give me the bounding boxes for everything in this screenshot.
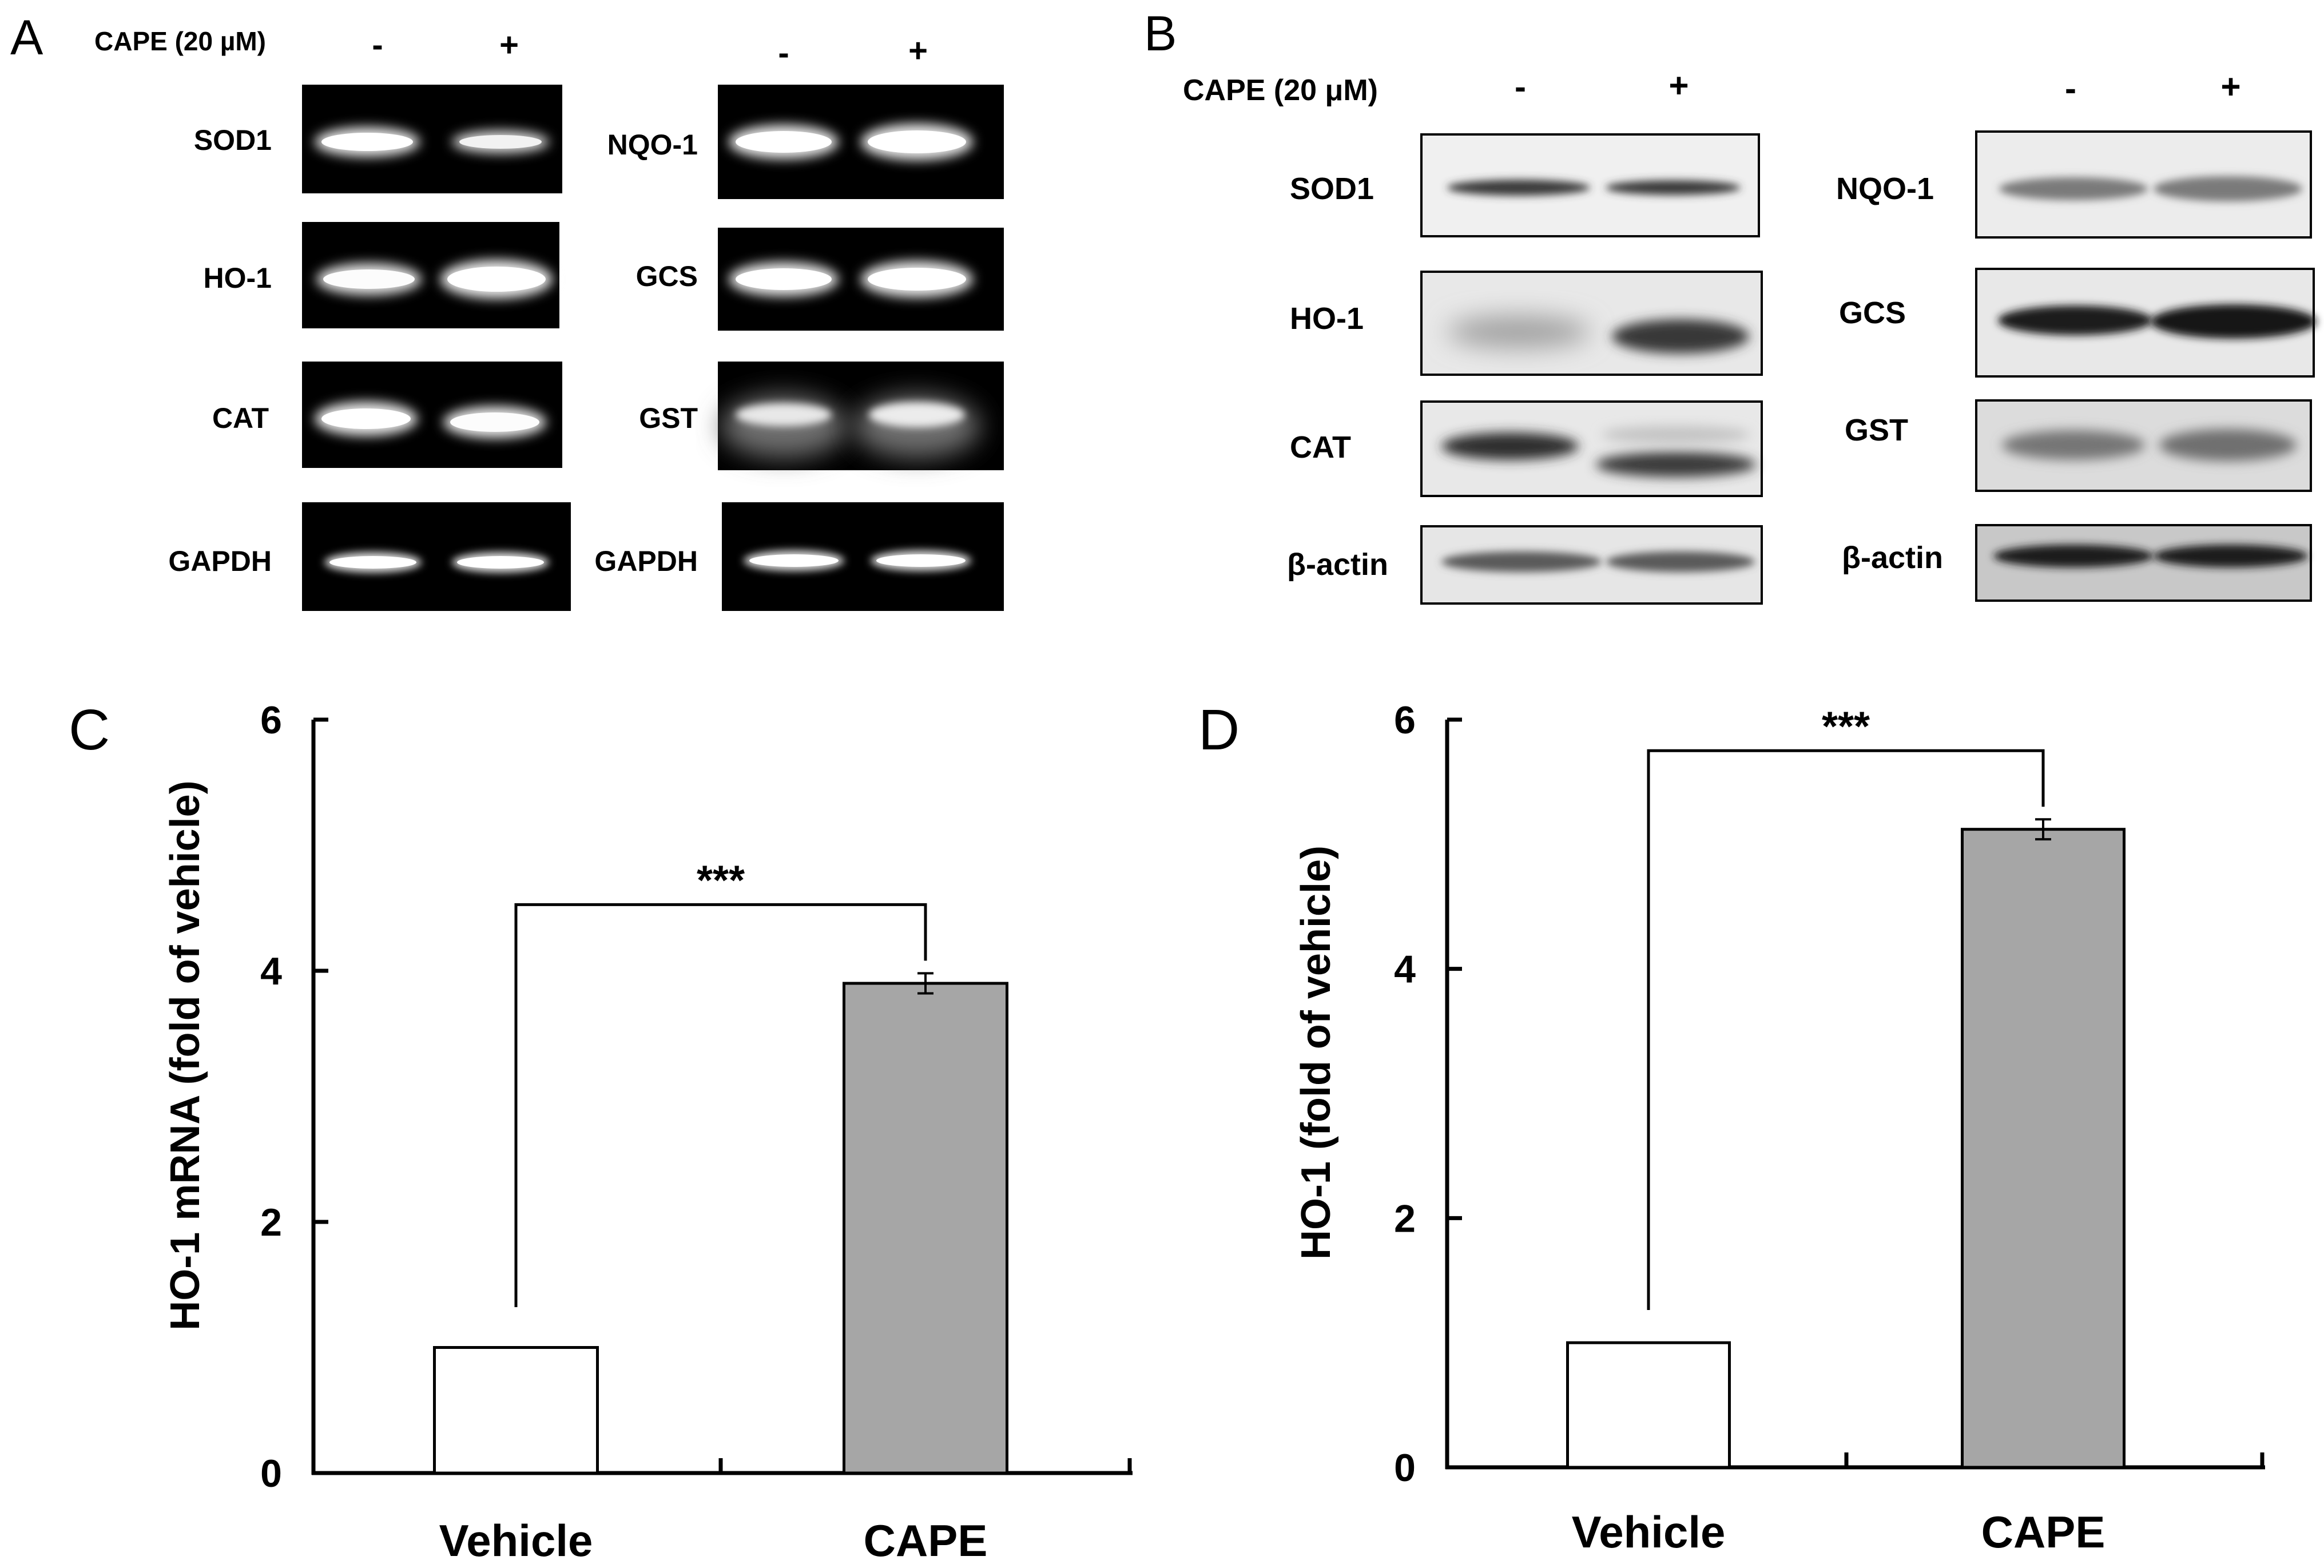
y-tick-label: 4: [260, 950, 282, 993]
blot-sod1: [1420, 133, 1760, 237]
blot-gcs: [1975, 268, 2317, 378]
gel-gapdh-a-right: [722, 502, 1004, 611]
gel-label-sod1: SOD1: [194, 124, 272, 156]
bar-vehicle: [1566, 1341, 1731, 1469]
y-tick-label: 4: [1394, 948, 1416, 991]
panel-c-x-ticks: Vehicle CAPE: [439, 1458, 1132, 1566]
blot-bactin-right: [1975, 524, 2312, 602]
blot-label-bactin-right: β-actin: [1842, 541, 1943, 575]
blot-label-gcs: GCS: [1839, 296, 1906, 330]
panel-c-plot: 0 2 4 6 Vehicle CAPE ***: [260, 698, 1133, 1566]
gel-label-ho1: HO-1: [204, 262, 272, 294]
panel-c: C HO-1 mRNA (fold of vehicle) 0 2 4 6 Vehic…: [69, 698, 1133, 1566]
y-tick-label: 0: [260, 1452, 282, 1495]
x-tick-label-vehicle: Vehicle: [1572, 1507, 1726, 1557]
blot-bactin-left: [1420, 525, 1763, 605]
panel-d: D HO-1 (fold of vehicle) 0 2 4 6 Vehicle CAP…: [1198, 698, 2265, 1557]
gel-gcs: [718, 228, 1004, 331]
panel-d-significance: ***: [1647, 704, 2045, 1310]
blot-cat: [1420, 400, 1763, 497]
y-tick-label: 2: [1394, 1197, 1416, 1240]
significance-stars: ***: [1822, 704, 1870, 749]
panel-d-plot: 0 2 4 6 Vehicle CAPE ***: [1394, 698, 2265, 1557]
blot-ho1: [1420, 271, 1763, 376]
significance-bracket: [1647, 749, 2045, 1310]
gel-label-cat: CAT: [212, 402, 269, 434]
y-tick-label: 6: [1394, 698, 1416, 742]
gel-sod1: [302, 85, 562, 193]
panel-letter-d: D: [1198, 698, 1240, 762]
panel-a-minus-left: -: [372, 26, 383, 63]
y-tick-label: 2: [260, 1201, 282, 1244]
gel-ho1: [302, 222, 559, 328]
panel-a-plus-right: +: [908, 32, 928, 69]
panel-b-minus-left: -: [1515, 68, 1526, 106]
blot-label-sod1: SOD1: [1290, 172, 1374, 206]
panel-a-treatment-label: CAPE (20 µM): [94, 26, 266, 56]
panel-d-x-ticks: Vehicle CAPE: [1572, 1452, 2265, 1557]
panel-c-y-ticks: 0 2 4 6: [260, 698, 328, 1495]
blot-label-cat: CAT: [1290, 430, 1351, 465]
panel-d-bars: [1566, 818, 2126, 1469]
panel-b: B CAPE (20 μM) - + - + SOD1 HO-1 CAT: [1144, 6, 2317, 605]
panel-c-significance: ***: [514, 858, 927, 1307]
bar-cape: [1961, 828, 2126, 1469]
panel-d-y-axis-label: HO-1 (fold of vehicle): [1293, 845, 1339, 1260]
gel-label-gcs: GCS: [636, 260, 698, 292]
x-tick-label-cape: CAPE: [1981, 1507, 2105, 1557]
blot-label-nqo1: NQO-1: [1836, 172, 1934, 206]
gel-gapdh-a-left: [302, 502, 571, 611]
significance-bracket: [514, 903, 927, 1307]
y-tick-label: 0: [1394, 1446, 1416, 1490]
gel-cat: [302, 362, 562, 468]
panel-c-bars: [433, 972, 1008, 1475]
panel-a-minus-right: -: [778, 34, 789, 72]
panel-b-plus-right: +: [2220, 68, 2240, 106]
y-tick-label: 6: [260, 698, 282, 742]
x-tick-label-cape: CAPE: [864, 1515, 988, 1566]
panel-a-plus-left: +: [499, 26, 519, 63]
gel-nqo1: [718, 85, 1004, 199]
gel-label-gst: GST: [639, 402, 698, 434]
panel-d-y-ticks: 0 2 4 6: [1394, 698, 1462, 1490]
blot-nqo1: [1975, 130, 2312, 239]
panel-letter-b: B: [1144, 6, 1177, 61]
panel-a: A CAPE (20 µM) - + - + SOD1 HO-1: [10, 10, 1004, 611]
blot-label-gst: GST: [1845, 413, 1908, 447]
bar-vehicle: [433, 1346, 599, 1475]
gel-label-nqo1: NQO-1: [607, 129, 698, 161]
panel-b-plus-left: +: [1668, 66, 1689, 105]
blot-label-bactin-left: β-actin: [1287, 547, 1388, 582]
bar-cape: [843, 982, 1008, 1475]
significance-stars: ***: [697, 858, 745, 903]
gel-gst: [718, 362, 1004, 470]
panel-b-minus-right: -: [2065, 69, 2076, 108]
gel-label-gapdh-a-left: GAPDH: [168, 545, 272, 577]
gel-label-gapdh-a-right: GAPDH: [594, 545, 698, 577]
blot-gst: [1975, 399, 2312, 492]
panel-letter-c: C: [69, 698, 110, 762]
x-tick-label-vehicle: Vehicle: [439, 1515, 593, 1566]
panel-b-treatment-label: CAPE (20 μM): [1183, 74, 1378, 107]
panel-letter-a: A: [10, 10, 43, 65]
panel-c-y-axis-label: HO-1 mRNA (fold of vehicle): [162, 780, 208, 1330]
blot-label-ho1: HO-1: [1290, 301, 1364, 336]
